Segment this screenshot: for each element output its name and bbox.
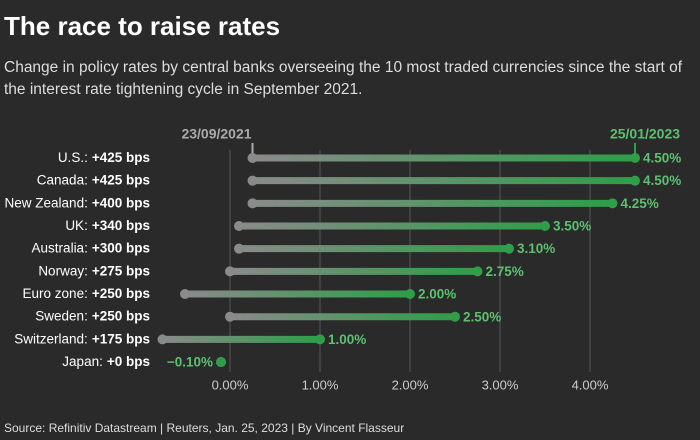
start-dot [234, 243, 244, 254]
row-label: Switzerland: +175 bps [14, 331, 150, 346]
end-dot [607, 198, 618, 209]
value-label: 3.50% [553, 219, 591, 234]
end-dot [540, 221, 550, 232]
row-label: Sweden: +250 bps [35, 308, 150, 323]
end-dot [472, 266, 483, 277]
series-label: 25/01/2023 [610, 126, 680, 142]
value-label: 2.00% [418, 287, 456, 302]
value-label: 3.10% [517, 241, 555, 256]
value-label: 1.00% [328, 332, 366, 347]
start-dot [180, 289, 190, 300]
row-label: U.S.: +425 bps [58, 150, 150, 165]
row-label: Norway: +275 bps [38, 263, 150, 278]
subtitle: the interest rate tightening cycle in Se… [4, 81, 362, 98]
x-tick-label: 1.00% [302, 377, 339, 392]
row-label: Australia: +300 bps [32, 240, 150, 255]
value-label: 4.50% [643, 173, 681, 188]
row-label: Euro zone: +250 bps [23, 286, 150, 301]
start-dot [225, 266, 235, 277]
value-label: 2.75% [486, 264, 524, 279]
end-dot [630, 175, 640, 186]
end-dot [450, 311, 460, 322]
row-label: Canada: +425 bps [37, 172, 150, 187]
subtitle: Change in policy rates by central banks … [4, 59, 683, 76]
end-dot [216, 357, 226, 368]
start-dot [225, 311, 235, 322]
value-label: 4.25% [621, 196, 659, 211]
row-label: New Zealand: +400 bps [5, 195, 150, 210]
value-label: 4.50% [643, 151, 681, 166]
row-label: UK: +340 bps [65, 218, 150, 233]
value-label: −0.10% [167, 355, 213, 370]
end-dot [315, 334, 325, 345]
x-tick-label: 2.00% [392, 377, 429, 392]
start-dot [234, 221, 244, 232]
chart-title: The race to raise rates [4, 11, 280, 41]
end-dot [405, 289, 415, 300]
start-dot [247, 153, 258, 163]
end-dot [504, 243, 514, 254]
end-dot [630, 153, 640, 163]
value-label: 2.50% [463, 309, 501, 324]
x-tick-label: 3.00% [482, 377, 519, 392]
source: Source: Refinitiv Datastream | Reuters, … [4, 421, 404, 435]
x-tick-label: 0.00% [212, 377, 249, 392]
start-dot [157, 334, 168, 345]
x-tick-label: 4.00% [572, 377, 609, 392]
start-dot [247, 198, 258, 209]
series-label: 23/09/2021 [181, 126, 251, 142]
start-dot [247, 175, 258, 186]
row-label: Japan: +0 bps [62, 354, 150, 369]
